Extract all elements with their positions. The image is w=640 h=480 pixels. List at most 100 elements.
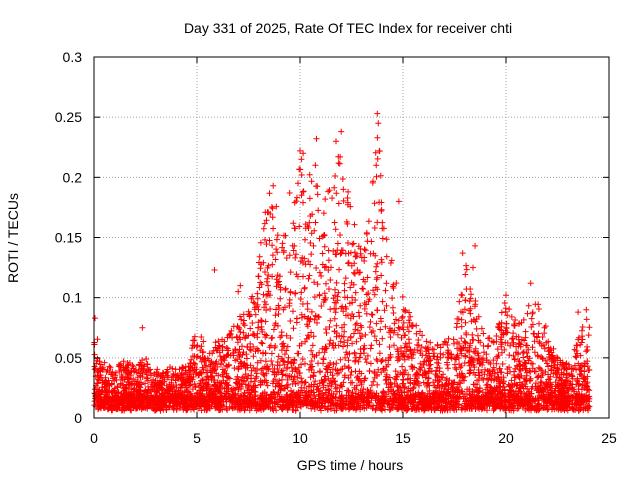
data-point (338, 405, 345, 412)
data-point (463, 262, 470, 269)
data-point (370, 328, 377, 334)
data-point (415, 337, 422, 343)
data-point (222, 379, 229, 386)
data-point (578, 362, 585, 369)
data-point (354, 267, 361, 273)
data-point (120, 388, 127, 394)
data-point (370, 402, 377, 409)
data-point (173, 373, 180, 379)
data-point (478, 369, 485, 375)
data-point (371, 368, 378, 375)
data-point (348, 368, 355, 375)
data-point (206, 350, 213, 357)
data-point (284, 376, 291, 383)
data-point (459, 309, 466, 316)
data-point (335, 153, 342, 160)
data-point (268, 335, 275, 342)
data-point (493, 333, 500, 339)
data-point (463, 331, 470, 338)
data-point (286, 252, 293, 259)
data-point (449, 384, 456, 391)
data-point (408, 363, 415, 370)
data-point (477, 339, 484, 346)
data-point (541, 345, 548, 352)
data-point (327, 306, 334, 313)
data-point (357, 378, 364, 385)
data-point (224, 407, 231, 414)
data-point (430, 379, 437, 386)
data-point (296, 370, 303, 377)
data-point (316, 291, 323, 298)
data-point (264, 382, 271, 389)
data-point (308, 405, 315, 412)
data-point (387, 379, 394, 386)
data-point (153, 397, 160, 404)
data-point (461, 306, 468, 313)
data-point (272, 312, 279, 319)
data-point (529, 365, 536, 372)
data-point (544, 360, 550, 367)
data-point (333, 190, 340, 197)
data-point (143, 356, 150, 362)
data-point (337, 250, 344, 257)
data-point (534, 353, 541, 360)
data-point (279, 376, 285, 383)
data-point (295, 180, 301, 187)
data-point (467, 286, 474, 292)
data-point (436, 368, 443, 375)
data-point (258, 281, 265, 288)
data-point (311, 227, 318, 234)
data-point (440, 389, 447, 396)
data-point (335, 342, 342, 349)
data-point (293, 198, 300, 205)
data-point (145, 377, 151, 384)
data-point (114, 384, 121, 391)
data-point (321, 349, 328, 356)
data-point (501, 300, 508, 306)
data-point (547, 345, 554, 352)
data-point (472, 345, 479, 352)
data-point (473, 316, 480, 322)
data-point (283, 365, 290, 372)
data-point (502, 305, 509, 312)
data-point (237, 313, 243, 320)
data-point (352, 297, 359, 303)
data-point (353, 338, 360, 345)
data-point (240, 320, 247, 327)
data-point (562, 402, 569, 409)
data-point (402, 332, 409, 339)
data-point (506, 383, 513, 390)
data-point (255, 347, 262, 354)
data-point (258, 339, 265, 346)
data-point (332, 385, 339, 392)
data-point (168, 379, 175, 386)
data-point (244, 362, 251, 369)
data-point (321, 243, 328, 250)
data-point (359, 395, 366, 402)
data-point (359, 285, 366, 292)
data-point (332, 173, 339, 179)
data-point (400, 306, 407, 313)
data-point (172, 394, 179, 401)
data-point (319, 345, 326, 352)
data-point (269, 368, 276, 375)
data-point (435, 394, 442, 401)
data-point (466, 402, 473, 409)
data-point (320, 210, 327, 217)
x-tick-label: 5 (193, 430, 201, 446)
data-point (262, 350, 269, 357)
data-point (466, 348, 473, 355)
data-point (254, 290, 261, 297)
data-point (326, 286, 332, 292)
data-point (555, 388, 562, 395)
data-point (338, 305, 345, 312)
data-point (255, 319, 262, 326)
data-point (270, 182, 277, 189)
data-point (448, 355, 455, 362)
data-point (374, 371, 381, 378)
data-point (464, 386, 471, 393)
x-tick-label: 15 (395, 430, 411, 446)
data-point (353, 320, 360, 327)
data-point (475, 332, 481, 339)
data-point (117, 362, 124, 369)
